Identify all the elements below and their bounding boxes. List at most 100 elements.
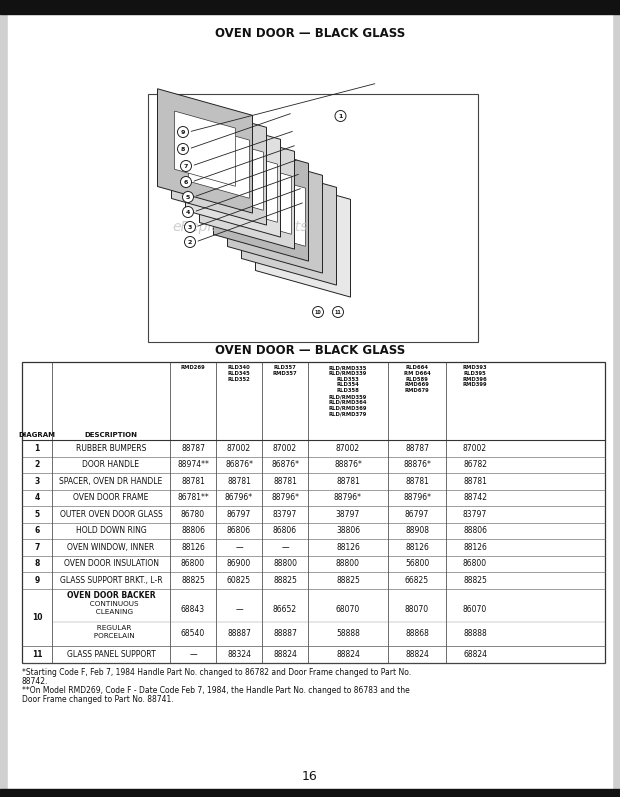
Text: 86876*: 86876* [225,460,253,469]
Text: 9: 9 [34,575,40,585]
Text: 88796*: 88796* [271,493,299,502]
Text: 88800: 88800 [273,559,297,568]
Bar [22,362,605,663]
Text: 68843: 68843 [181,605,205,614]
Text: RMD393
RLD395
RMD396
RMD399: RMD393 RLD395 RMD396 RMD399 [463,365,487,387]
Text: 88800: 88800 [336,559,360,568]
Text: 60825: 60825 [227,575,251,585]
Text: DOOR HANDLE: DOOR HANDLE [82,460,140,469]
Text: 7: 7 [184,163,188,168]
Text: 86806: 86806 [227,526,251,536]
Text: RLD/RMD335
RLD/RMD339
RLD353
RLD354
RLD358
RLD/RMD359
RLD/RMD364
RLD/RMD369
RLD/: RLD/RMD335 RLD/RMD339 RLD353 RLD354 RLD3… [329,365,367,416]
Polygon shape [185,112,280,237]
Text: 88324: 88324 [227,650,251,659]
Text: PORCELAIN: PORCELAIN [87,633,135,638]
Text: 86780: 86780 [181,510,205,519]
Text: 86797: 86797 [405,510,429,519]
Text: DESCRIPTION: DESCRIPTION [84,432,138,438]
Text: 86800: 86800 [181,559,205,568]
Text: CONTINUOUS: CONTINUOUS [83,602,139,607]
Text: 88796*: 88796* [334,493,362,502]
Circle shape [177,143,188,155]
Polygon shape [157,88,252,213]
Polygon shape [216,147,277,222]
Text: 88781: 88781 [463,477,487,485]
Text: 86796*: 86796* [225,493,253,502]
Text: DIAGRAM: DIAGRAM [19,432,56,438]
Polygon shape [175,111,236,186]
Text: 4: 4 [186,210,190,214]
Text: *Starting Code F, Feb 7, 1984 Handle Part No. changed to 86782 and Door Frame ch: *Starting Code F, Feb 7, 1984 Handle Par… [22,668,411,677]
Text: 88781: 88781 [405,477,429,485]
Circle shape [335,111,346,121]
Text: SPACER, OVEN DR HANDLE: SPACER, OVEN DR HANDLE [60,477,162,485]
Polygon shape [188,123,249,198]
Circle shape [177,127,188,138]
Circle shape [185,222,195,233]
Text: OVEN DOOR INSULATION: OVEN DOOR INSULATION [63,559,159,568]
Polygon shape [172,100,267,225]
Text: 11: 11 [32,650,42,659]
Text: 1: 1 [339,113,343,119]
Text: —: — [189,650,197,659]
Text: 66825: 66825 [405,575,429,585]
Text: 9: 9 [181,129,185,135]
Text: 11: 11 [335,309,342,315]
Text: GLASS SUPPORT BRKT., L-R: GLASS SUPPORT BRKT., L-R [60,575,162,585]
Text: 87002: 87002 [227,444,251,453]
Text: 38797: 38797 [336,510,360,519]
Text: 86781**: 86781** [177,493,209,502]
Circle shape [182,206,193,218]
Text: 3: 3 [188,225,192,230]
Polygon shape [228,149,322,273]
Text: —: — [235,543,243,552]
Text: Door Frame changed to Part No. 88741.: Door Frame changed to Part No. 88741. [22,695,174,704]
Text: OVEN DOOR — BLACK GLASS: OVEN DOOR — BLACK GLASS [215,26,405,40]
Text: 87002: 87002 [273,444,297,453]
Polygon shape [213,137,309,261]
Text: CLEANING: CLEANING [89,610,133,615]
Text: 86900: 86900 [227,559,251,568]
Text: 10: 10 [314,309,321,315]
Text: 16: 16 [302,771,318,783]
Text: 88825: 88825 [463,575,487,585]
Text: 2: 2 [34,460,40,469]
Text: 86782: 86782 [463,460,487,469]
Text: 68824: 68824 [463,650,487,659]
Text: RLD340
RLD345
RLD352: RLD340 RLD345 RLD352 [228,365,250,382]
Text: 4: 4 [34,493,40,502]
Text: 38806: 38806 [336,526,360,536]
Polygon shape [200,125,294,249]
Text: 88126: 88126 [463,543,487,552]
Text: 68070: 68070 [336,605,360,614]
Text: 2: 2 [188,240,192,245]
Text: 88974**: 88974** [177,460,209,469]
Polygon shape [242,161,337,285]
Text: OUTER OVEN DOOR GLASS: OUTER OVEN DOOR GLASS [60,510,162,519]
Text: 86876*: 86876* [271,460,299,469]
Text: 68540: 68540 [181,630,205,638]
Text: 5: 5 [186,194,190,199]
Text: 10: 10 [32,613,42,622]
Text: 88806: 88806 [181,526,205,536]
Text: 8: 8 [34,559,40,568]
Text: 88868: 88868 [405,630,429,638]
Text: OVEN DOOR BACKER: OVEN DOOR BACKER [67,591,156,600]
Text: 6: 6 [184,179,188,184]
Text: 86797: 86797 [227,510,251,519]
Text: OVEN WINDOW, INNER: OVEN WINDOW, INNER [68,543,154,552]
Circle shape [180,160,192,171]
Text: 1: 1 [34,444,40,453]
Text: 88126: 88126 [336,543,360,552]
Circle shape [312,307,324,317]
Text: 88825: 88825 [273,575,297,585]
Text: 88825: 88825 [336,575,360,585]
Circle shape [332,307,343,317]
Text: 88787: 88787 [181,444,205,453]
Polygon shape [245,171,306,246]
Text: RLD357
RMD357: RLD357 RMD357 [273,365,298,376]
Text: 88781: 88781 [227,477,251,485]
Text: RUBBER BUMPERS: RUBBER BUMPERS [76,444,146,453]
Text: 88825: 88825 [181,575,205,585]
Text: 86806: 86806 [273,526,297,536]
